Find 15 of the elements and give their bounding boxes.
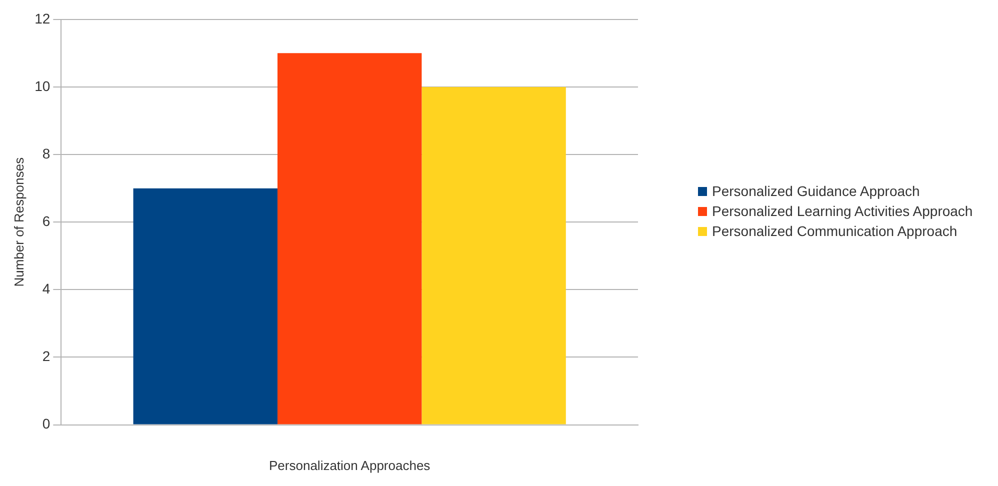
legend-label: Personalized Guidance Approach: [712, 183, 920, 199]
bar: [133, 188, 278, 424]
x-axis-title: Personalization Approaches: [269, 458, 431, 473]
y-tick-label: 6: [42, 212, 50, 229]
y-tick-label: 2: [42, 348, 50, 364]
bar: [277, 53, 422, 424]
y-tick-label: 0: [42, 416, 50, 432]
bar: [422, 86, 566, 424]
y-tick-label: 4: [42, 280, 50, 297]
y-axis-title: Number of Responses: [11, 156, 26, 287]
y-tick-label: 8: [42, 145, 50, 162]
legend-label: Personalized Communication Approach: [712, 223, 958, 239]
legend-label: Personalized Learning Activities Approach: [712, 203, 973, 219]
y-tick-label: 12: [34, 10, 50, 26]
y-tick-label: 10: [34, 78, 50, 94]
